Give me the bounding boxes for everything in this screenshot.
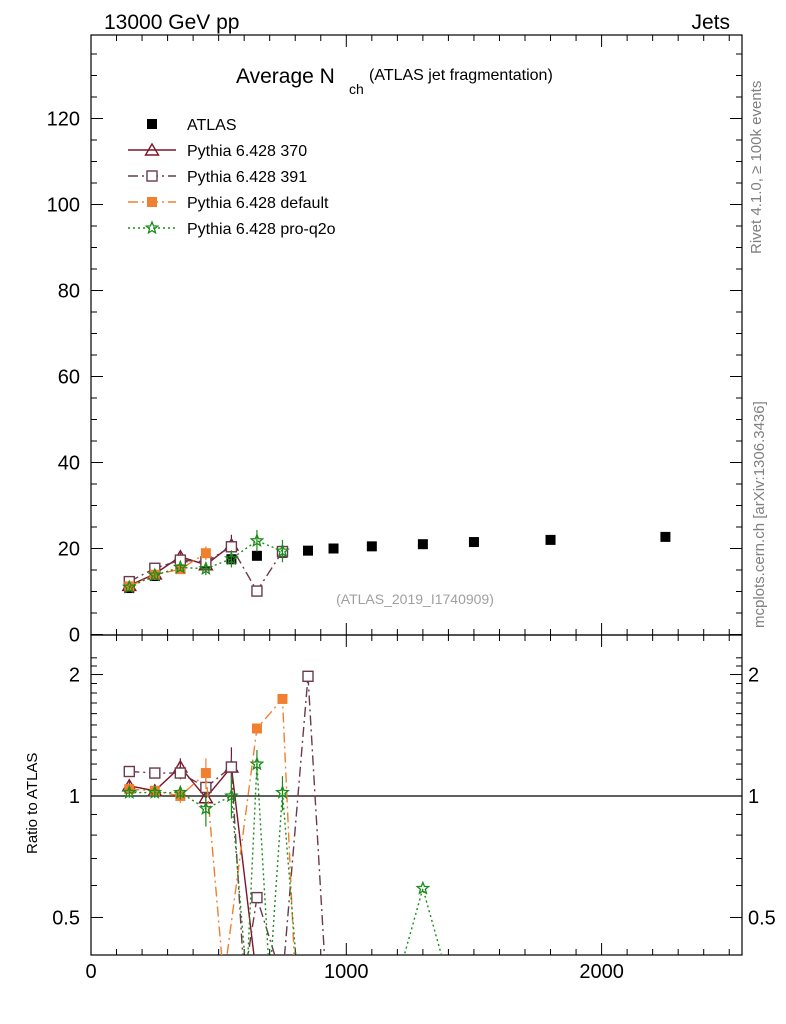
ratio-y-tick-label-right: 2 <box>748 665 759 687</box>
ratio-data-point <box>198 800 214 816</box>
legend-item-pythia-6-428-pro-q2o: Pythia 6.428 pro-q2o <box>128 220 336 238</box>
ratio-series-line <box>129 697 295 955</box>
ratio-series-pythia-6-428-391 <box>123 670 326 955</box>
main-title-text: Average N <box>236 65 335 88</box>
data-point <box>303 545 313 556</box>
data-point <box>366 541 377 552</box>
series-pythia-6-428-default <box>124 546 211 592</box>
main-y-tick-label: 60 <box>58 367 80 389</box>
ratio-x-tick-label: 2000 <box>579 961 624 983</box>
data-point <box>545 534 556 545</box>
legend-marker <box>144 142 160 156</box>
data-point <box>275 543 290 558</box>
main-title: Average N ch (ATLAS jet fragmentation) <box>236 65 553 97</box>
main-y-tick-label: 100 <box>47 195 80 217</box>
ratio-data-point <box>121 784 137 799</box>
ratio-series-pythia-6-428-default <box>124 693 295 955</box>
ratio-panel-frame <box>90 634 743 956</box>
data-point <box>198 560 214 575</box>
legend-item-pythia-6-428-default: Pythia 6.428 default <box>128 195 329 212</box>
main-panel: 0 20 40 60 80 100 120 Average N ch (ATLAS jet … <box>47 34 743 647</box>
data-point <box>121 579 137 594</box>
data-point <box>200 548 211 559</box>
data-point <box>172 559 188 574</box>
legend-marker <box>146 170 158 182</box>
series-line <box>129 552 207 587</box>
legend: ATLAS Pythia 6.428 370 Pythia 6.428 391 Pyt… <box>128 117 336 238</box>
ratio-y-tick-label-right: 1 <box>748 786 759 808</box>
ratio-data-point <box>123 765 135 778</box>
ratio-x-tick-labels: 0 1000 2000 <box>85 961 623 983</box>
ratio-x-tick-label: 1000 <box>324 961 369 983</box>
ratio-series-group <box>121 670 443 955</box>
ratio-data-point <box>149 767 161 779</box>
header-category-label: Jets <box>691 11 730 34</box>
data-point <box>224 551 239 566</box>
legend-label: ATLAS <box>187 117 237 134</box>
legend-label: Pythia 6.428 370 <box>187 143 307 160</box>
ratio-data-point <box>277 693 288 704</box>
legend-item-atlas: ATLAS <box>147 117 237 134</box>
main-series-group <box>121 530 671 597</box>
ratio-data-point <box>224 788 239 803</box>
data-point <box>660 531 671 542</box>
data-point <box>468 537 479 548</box>
legend-label: Pythia 6.428 pro-q2o <box>187 221 336 238</box>
ratio-data-point <box>251 891 263 904</box>
header-energy-label: 13000 GeV pp <box>104 11 239 34</box>
main-y-tick-label: 40 <box>58 453 80 475</box>
ratio-y-tick-label-left: 1 <box>69 786 80 808</box>
main-title-suffix: (ATLAS jet fragmentation) <box>369 67 553 84</box>
ratio-data-point <box>147 784 163 799</box>
data-point <box>251 550 262 561</box>
ratio-y-axis-label: Ratio to ATLAS <box>24 753 41 854</box>
data-point <box>328 543 339 554</box>
series-pythia-6-428-pro-q2o <box>121 530 290 594</box>
ratio-data-point <box>251 723 262 734</box>
legend-item-pythia-6-428-391: Pythia 6.428 391 <box>128 169 307 186</box>
ratio-series-pythia-6-428-pro-q2o <box>121 750 443 955</box>
main-y-tick-labels: 0 20 40 60 80 100 120 <box>47 109 80 647</box>
main-title-subscript: ch <box>349 81 364 97</box>
main-y-tick-label: 80 <box>58 281 80 303</box>
ratio-y-tick-label-left: 0.5 <box>52 907 80 929</box>
legend-marker <box>147 197 157 207</box>
ratio-axis-ticks <box>90 635 742 955</box>
rivet-version-label: Rivet 4.1.0, ≥ 100k events <box>748 81 765 254</box>
ratio-y-tick-label-right: 0.5 <box>748 907 776 929</box>
main-y-tick-label: 0 <box>69 625 80 647</box>
legend-label: Pythia 6.428 default <box>187 195 329 212</box>
analysis-id-label: (ATLAS_2019_I1740909) <box>336 591 494 607</box>
legend-marker <box>147 119 157 129</box>
ratio-x-tick-label: 0 <box>85 961 96 983</box>
main-axis-ticks <box>90 35 742 635</box>
ratio-data-point <box>200 768 211 779</box>
legend-label: Pythia 6.428 391 <box>187 169 307 186</box>
ratio-series-line <box>129 676 326 955</box>
ratio-data-point <box>225 761 238 773</box>
ratio-y-tick-labels: 0.5 0.5 1 1 2 2 <box>52 665 776 930</box>
ratio-data-point <box>249 756 265 771</box>
data-point <box>417 539 428 550</box>
ratio-data-point <box>172 784 188 799</box>
legend-marker <box>144 220 160 235</box>
ratio-panel: 0.5 0.5 1 1 2 2 0 1000 2000 Ratio to ATLAS <box>24 634 776 983</box>
ratio-data-point <box>415 880 431 895</box>
ratio-data-point <box>174 767 187 779</box>
main-y-tick-label: 120 <box>47 109 80 131</box>
data-point <box>147 567 163 582</box>
ratio-data-point <box>302 670 314 682</box>
data-point <box>249 532 265 548</box>
legend-item-pythia-6-428-370: Pythia 6.428 370 <box>128 142 307 160</box>
ratio-y-tick-label-left: 2 <box>69 665 80 687</box>
mcplots-source-label: mcplots.cern.ch [arXiv:1306.3436] <box>751 401 768 628</box>
ratio-data-point <box>275 784 290 799</box>
main-y-tick-label: 20 <box>58 539 80 561</box>
data-point <box>251 585 263 597</box>
